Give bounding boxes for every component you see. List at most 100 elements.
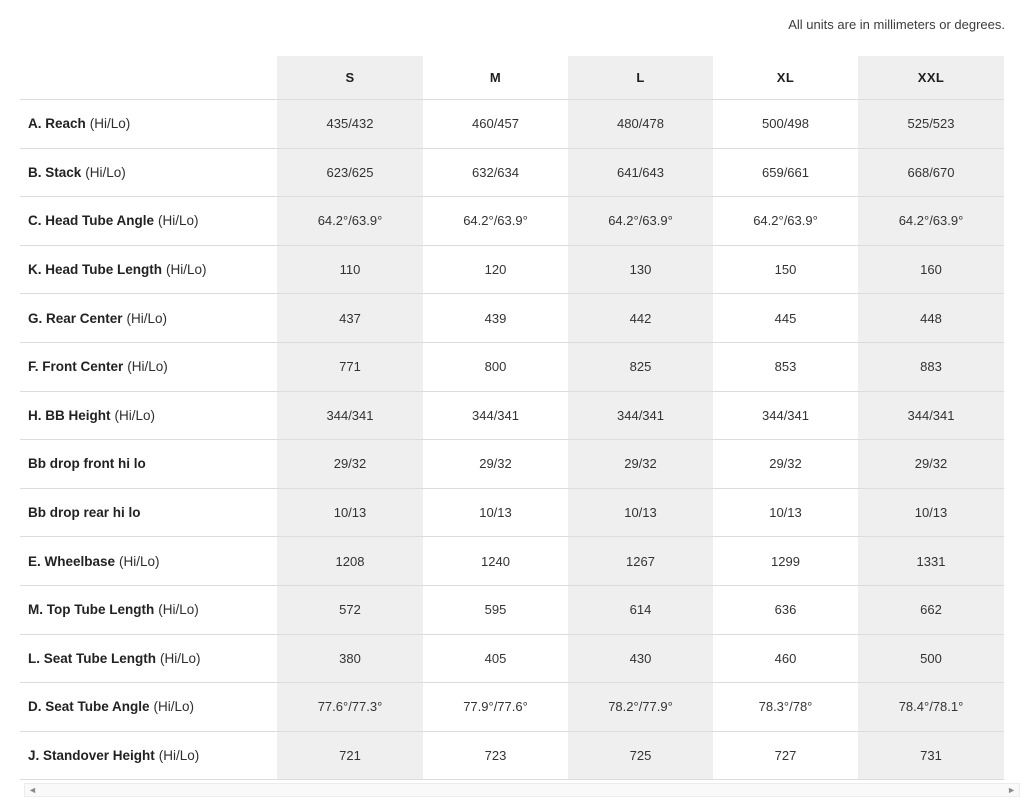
row-label: J. Standover Height (Hi/Lo)	[20, 732, 277, 780]
geometry-table: S M L XL XXL A. Reach (Hi/Lo) 435/432 460/457 480…	[20, 56, 1004, 781]
table-cell: 480/478	[568, 100, 713, 148]
table-cell: 525/523	[858, 100, 1004, 148]
table-cell: 1208	[277, 537, 423, 585]
row-label-suffix: (Hi/Lo)	[85, 164, 126, 180]
table-cell: 439	[484, 310, 507, 326]
table-cell: 10/13	[769, 505, 802, 521]
table-row: E. Wheelbase (Hi/Lo) 1208 1240 1267 1299 1331	[20, 536, 1004, 585]
table-cell: 77.9°/77.6°	[463, 699, 528, 715]
table-cell: 595	[484, 602, 507, 618]
row-label: C. Head Tube Angle (Hi/Lo)	[20, 197, 277, 245]
row-label-text: M. Top Tube Length	[28, 602, 155, 618]
row-label-text: H. BB Height	[28, 407, 111, 423]
table-cell: 641/643	[568, 148, 713, 197]
scroll-right-arrow-icon[interactable]: ►	[1007, 784, 1016, 795]
table-cell: 10/13	[479, 505, 512, 521]
scroll-left-arrow-icon[interactable]: ◄	[28, 784, 37, 795]
table-cell: 120	[484, 262, 507, 278]
table-cell: 64.2°/63.9°	[277, 197, 423, 245]
table-cell: 64.2°/63.9°	[568, 197, 713, 245]
row-label-suffix: (Hi/Lo)	[126, 310, 168, 326]
table-row: J. Standover Height (Hi/Lo) 721 723 725 727 73…	[20, 730, 1004, 780]
table-cell: 29/32	[568, 440, 713, 488]
table-cell: 10/13	[858, 488, 1004, 537]
table-cell: 430	[568, 634, 713, 683]
table-cell: 1267	[568, 537, 713, 585]
table-cell: 723	[484, 748, 507, 764]
table-cell: 623/625	[277, 148, 423, 197]
table-cell: 64.2°/63.9°	[753, 213, 818, 229]
row-label-suffix: (Hi/Lo)	[119, 553, 160, 569]
table-cell: 1299	[771, 553, 800, 569]
row-label-suffix: (Hi/Lo)	[114, 407, 156, 423]
row-label-suffix: (Hi/Lo)	[127, 359, 168, 375]
table-cell: 853	[774, 359, 797, 375]
table-cell: 130	[568, 245, 713, 294]
row-label-suffix: (Hi/Lo)	[158, 213, 199, 229]
scroll-track[interactable]	[37, 784, 1007, 796]
row-label: Bb drop front hi lo	[20, 440, 277, 488]
table-row: Bb drop rear hi lo 10/13 10/13 10/13 10/13 10…	[20, 487, 1004, 537]
table-cell: 344/341	[762, 407, 809, 423]
table-cell: 614	[568, 585, 713, 634]
table-row: A. Reach (Hi/Lo) 435/432 460/457 480/478 500/…	[20, 99, 1004, 148]
table-row: G. Rear Center (Hi/Lo) 437 439 442 445 448	[20, 293, 1004, 342]
table-cell: 160	[858, 245, 1004, 294]
table-cell: 883	[858, 342, 1004, 391]
row-label-text: C. Head Tube Angle	[28, 213, 155, 229]
table-cell: 29/32	[769, 456, 802, 472]
row-label: E. Wheelbase (Hi/Lo)	[20, 537, 277, 585]
row-label-suffix: (Hi/Lo)	[158, 748, 200, 764]
row-label-suffix: (Hi/Lo)	[166, 262, 207, 278]
table-cell: 460/457	[472, 116, 519, 132]
column-header-s: S	[277, 56, 423, 99]
column-header-l: L	[568, 56, 713, 99]
table-cell: 825	[568, 342, 713, 391]
row-label: K. Head Tube Length (Hi/Lo)	[20, 246, 277, 294]
row-label: M. Top Tube Length (Hi/Lo)	[20, 586, 277, 634]
table-row: M. Top Tube Length (Hi/Lo) 572 595 614 636 662	[20, 584, 1004, 634]
row-label: D. Seat Tube Angle (Hi/Lo)	[20, 683, 277, 731]
table-cell: 344/341	[568, 391, 713, 440]
table-cell: 500/498	[762, 116, 809, 132]
row-label-text: G. Rear Center	[28, 310, 123, 326]
table-cell: 731	[858, 731, 1004, 780]
table-cell: 78.3°/78°	[758, 699, 813, 715]
header-corner-cell	[20, 56, 277, 99]
table-cell: 29/32	[277, 440, 423, 488]
row-label: A. Reach (Hi/Lo)	[20, 100, 277, 148]
row-label: B. Stack (Hi/Lo)	[20, 149, 277, 197]
table-row: H. BB Height (Hi/Lo) 344/341 344/341 344/341…	[20, 390, 1004, 440]
table-cell: 721	[277, 731, 423, 780]
table-cell: 437	[277, 294, 423, 342]
table-cell: 1331	[858, 537, 1004, 585]
units-note: All units are in millimeters or degrees.	[788, 17, 1005, 32]
table-cell: 442	[568, 294, 713, 342]
table-cell: 78.2°/77.9°	[568, 683, 713, 731]
table-row: Bb drop front hi lo 29/32 29/32 29/32 29/32 2…	[20, 439, 1004, 488]
row-label-suffix: (Hi/Lo)	[153, 699, 195, 715]
table-cell: 727	[774, 748, 797, 764]
table-cell: 771	[277, 342, 423, 391]
horizontal-scrollbar[interactable]: ◄ ►	[24, 783, 1020, 797]
table-cell: 659/661	[762, 164, 809, 180]
table-cell: 10/13	[568, 488, 713, 537]
table-row: K. Head Tube Length (Hi/Lo) 110 120 130 150 16…	[20, 244, 1004, 294]
table-cell: 435/432	[277, 100, 423, 148]
table-cell: 632/634	[472, 164, 519, 180]
row-label: H. BB Height (Hi/Lo)	[20, 392, 277, 440]
table-cell: 662	[858, 585, 1004, 634]
row-label: G. Rear Center (Hi/Lo)	[20, 294, 277, 342]
table-cell: 29/32	[858, 440, 1004, 488]
table-cell: 500	[858, 634, 1004, 683]
row-label-text: L. Seat Tube Length	[28, 650, 156, 666]
table-cell: 64.2°/63.9°	[463, 213, 528, 229]
column-header-m: M	[489, 70, 502, 85]
table-cell: 460	[774, 650, 797, 666]
row-label: F. Front Center (Hi/Lo)	[20, 343, 277, 391]
table-cell: 344/341	[277, 391, 423, 440]
row-label-text: Bb drop front hi lo	[28, 456, 146, 472]
row-label-text: F. Front Center	[28, 359, 124, 375]
table-cell: 64.2°/63.9°	[858, 197, 1004, 245]
